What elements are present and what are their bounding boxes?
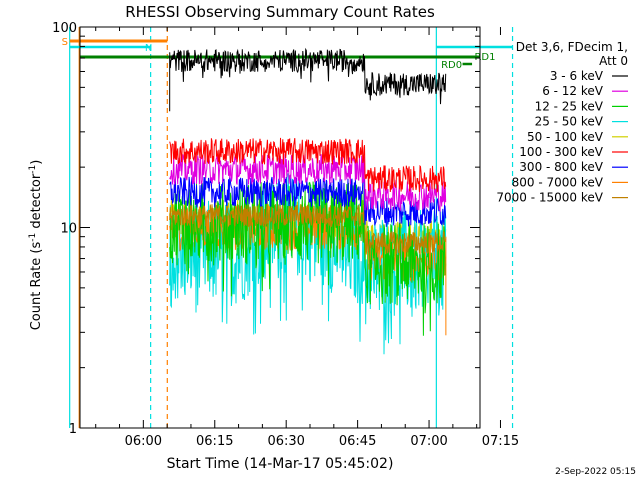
series-1	[169, 153, 447, 212]
series-5	[169, 137, 447, 193]
series-0	[169, 47, 447, 105]
legend-header-line-2: Att 0	[599, 54, 628, 68]
x-tick-label-3: 06:45	[339, 434, 376, 449]
x-tick-label-5: 07:15	[482, 434, 519, 449]
x-axis-label: Start Time (14-Mar-17 05:45:02)	[167, 456, 394, 472]
y-axis-label-sup1: -1	[28, 233, 38, 242]
y-tick-label-2: 100	[52, 21, 77, 36]
y-tick-label-0: 1	[69, 422, 77, 437]
series-2	[169, 181, 447, 336]
legend-label-2: 12 - 25 keV	[535, 99, 604, 113]
legend-label-0: 3 - 6 keV	[550, 69, 604, 83]
axis-ticks: 06:00 06:15 06:30 06:45 07:00 07:15 1 10 100	[52, 21, 519, 449]
y-axis-label-end: )	[29, 160, 44, 165]
legend-label-1: 6 - 12 keV	[542, 84, 604, 98]
legend-label-3: 25 - 50 keV	[535, 115, 604, 129]
n-label: N	[145, 43, 152, 54]
plot-marks: S N RD1 RD0	[62, 27, 514, 428]
x-tick-label-0: 06:00	[125, 434, 162, 449]
legend-label-5: 100 - 300 keV	[519, 145, 603, 159]
y-axis-label: Count Rate (s-1 detector-1)	[28, 160, 44, 331]
x-tick-label-2: 06:30	[267, 434, 304, 449]
legend-label-4: 50 - 100 keV	[527, 130, 604, 144]
series-6	[169, 176, 447, 227]
s-label: S	[62, 37, 68, 48]
date-stamp: 2-Sep-2022 05:15	[555, 467, 636, 477]
y-axis-label-mid: detector	[29, 173, 44, 233]
y-axis-label-sup2: -1	[28, 165, 38, 174]
legend-label-8: 7000 - 15000 keV	[496, 191, 603, 205]
rd1-label: RD1	[474, 52, 495, 63]
chart-title: RHESSI Observing Summary Count Rates	[125, 3, 435, 21]
legend-header-line-1: Det 3,6, FDecim 1,	[516, 40, 628, 54]
series-8	[169, 203, 447, 255]
y-axis-label-main: Count Rate (s	[29, 242, 44, 331]
y-tick-label-1: 10	[60, 222, 77, 237]
legend-label-6: 300 - 800 keV	[519, 160, 603, 174]
legend-label-7: 800 - 7000 keV	[512, 175, 604, 189]
rd0-label: RD0	[441, 60, 462, 71]
x-tick-label-4: 07:00	[410, 434, 447, 449]
x-tick-label-1: 06:15	[196, 434, 233, 449]
